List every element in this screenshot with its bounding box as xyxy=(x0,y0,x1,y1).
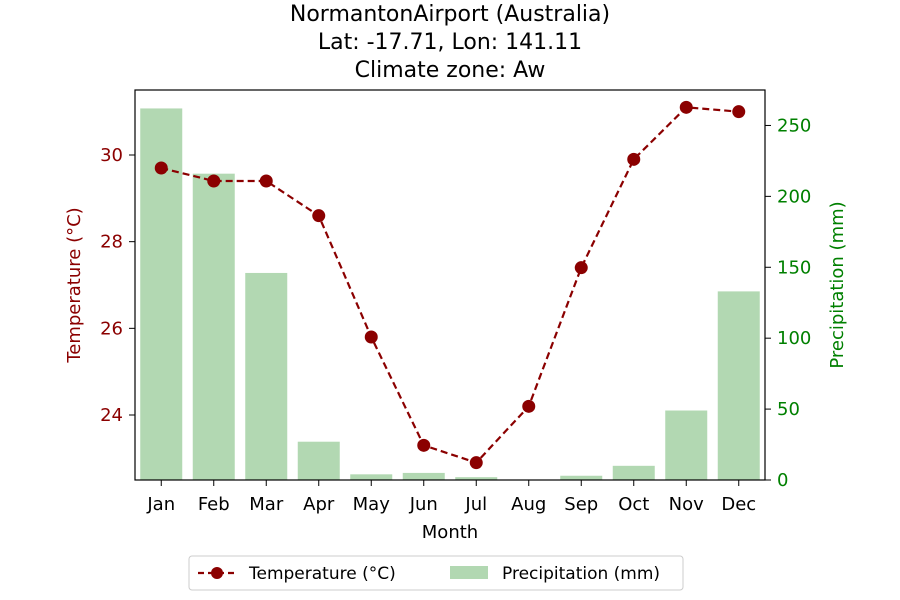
legend-precipitation-swatch xyxy=(450,566,488,579)
temperature-point-may xyxy=(364,330,378,344)
left-axis-ticks: 24 26 28 30 xyxy=(100,145,135,426)
precipitation-bar-mar xyxy=(245,272,288,480)
chart-title-line-2: Lat: -17.71, Lon: 141.11 xyxy=(318,30,582,55)
left-tick-label: 30 xyxy=(100,145,123,166)
legend-precipitation-label: Precipitation (mm) xyxy=(502,564,660,584)
precipitation-bar-nov xyxy=(665,410,708,480)
temperature-point-jan xyxy=(154,161,168,175)
right-tick-label: 250 xyxy=(777,115,811,136)
x-tick-label: Oct xyxy=(618,494,649,515)
temperature-point-oct xyxy=(627,152,641,166)
x-tick-label: Aug xyxy=(511,494,546,515)
right-tick-label: 0 xyxy=(777,470,788,491)
chart-title-line-3: Climate zone: Aw xyxy=(355,58,546,83)
temperature-point-mar xyxy=(259,174,273,188)
temperature-point-dec xyxy=(732,105,746,119)
temperature-point-jul xyxy=(469,456,483,470)
precipitation-bar-jun xyxy=(402,472,445,480)
x-tick-label: Dec xyxy=(721,494,756,515)
precipitation-bars xyxy=(140,108,760,480)
x-tick-label: Apr xyxy=(303,494,335,515)
precipitation-bar-sep xyxy=(560,475,603,480)
right-axis-label: Precipitation (mm) xyxy=(827,201,848,368)
right-axis-ticks: 0 50 100 150 200 250 xyxy=(765,115,811,491)
right-tick-label: 150 xyxy=(777,257,811,278)
x-axis-ticks: Jan Feb Mar Apr May Jun Jul Aug Sep Oct Nov Dec xyxy=(146,480,756,515)
x-tick-label: Feb xyxy=(198,494,230,515)
chart-title-line-1: NormantonAirport (Australia) xyxy=(290,2,610,27)
x-tick-label: Sep xyxy=(564,494,598,515)
x-tick-label: Mar xyxy=(249,494,284,515)
right-tick-label: 100 xyxy=(777,328,811,349)
x-tick-label: Jan xyxy=(146,494,175,515)
left-tick-label: 28 xyxy=(100,232,123,253)
x-tick-label: Nov xyxy=(669,494,704,515)
precipitation-bar-apr xyxy=(297,441,340,480)
legend: Temperature (°C) Precipitation (mm) xyxy=(188,555,684,591)
precipitation-bar-jul xyxy=(455,477,498,480)
x-tick-label: May xyxy=(353,494,391,515)
precipitation-bar-may xyxy=(350,474,393,480)
right-tick-label: 50 xyxy=(777,399,800,420)
plot-frame xyxy=(134,89,766,481)
temperature-point-feb xyxy=(207,174,221,188)
temperature-point-apr xyxy=(312,209,326,223)
precipitation-bar-dec xyxy=(717,291,760,480)
x-tick-label: Jul xyxy=(464,494,487,515)
precipitation-bar-feb xyxy=(192,173,235,480)
x-tick-label: Jun xyxy=(409,494,438,515)
legend-temperature-label: Temperature (°C) xyxy=(248,564,396,584)
legend-box xyxy=(188,555,684,591)
temperature-line xyxy=(154,100,746,470)
right-tick-label: 200 xyxy=(777,186,811,207)
temperature-point-aug xyxy=(522,399,536,413)
left-tick-label: 26 xyxy=(100,318,123,339)
precipitation-bar-oct xyxy=(612,465,655,480)
legend-temperature-marker xyxy=(211,567,223,579)
x-axis-label: Month xyxy=(422,522,478,543)
left-axis-label: Temperature (°C) xyxy=(64,207,85,363)
temperature-point-sep xyxy=(574,261,588,275)
temperature-point-nov xyxy=(679,100,693,114)
left-tick-label: 24 xyxy=(100,405,123,426)
temperature-point-jun xyxy=(417,438,431,452)
